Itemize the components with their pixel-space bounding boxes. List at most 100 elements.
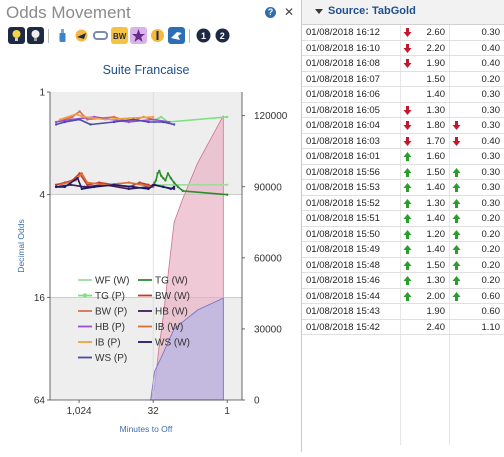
data-point <box>86 183 89 186</box>
collapse-arrow-icon[interactable] <box>315 9 323 14</box>
data-point <box>166 172 170 175</box>
table-row[interactable]: 01/08/2018 15:50 1.20 0.20 <box>302 227 504 242</box>
column-divider <box>449 25 450 445</box>
row-win-odds: 1.50 <box>426 73 446 85</box>
y-axis-label: Decimal Odds <box>16 219 26 272</box>
row-time: 01/08/2018 15:43 <box>306 306 380 317</box>
row-place-odds: 0.30 <box>481 104 501 116</box>
bottle-icon[interactable] <box>54 27 71 44</box>
data-point <box>156 172 159 175</box>
bw-icon[interactable]: BW <box>111 27 128 44</box>
data-point <box>161 120 165 124</box>
racetrack-icon[interactable] <box>92 27 109 44</box>
x-axis-label: Minutes to Off <box>120 424 173 434</box>
odds-movement-panel: Odds Movement ? ✕ BW 1 2 Suite Francaise… <box>0 0 302 452</box>
row-time: 01/08/2018 15:48 <box>306 259 380 271</box>
y-right-tick-label: 120000 <box>254 111 288 122</box>
data-point <box>158 169 161 173</box>
arrow-up-icon <box>403 245 412 254</box>
data-point <box>63 120 67 124</box>
rocket-icon[interactable] <box>73 27 90 44</box>
one-icon[interactable]: 1 <box>195 27 212 44</box>
table-row[interactable]: 01/08/2018 15:48 1.50 0.20 <box>302 258 504 273</box>
data-point <box>80 187 84 191</box>
table-row[interactable]: 01/08/2018 16:12 2.60 0.30 <box>302 25 504 41</box>
table-row[interactable]: 01/08/2018 15:49 1.40 0.20 <box>302 242 504 258</box>
star-icon[interactable] <box>130 27 147 44</box>
bulb-icon[interactable] <box>8 27 25 44</box>
data-point <box>151 115 155 119</box>
svg-text:BW: BW <box>113 32 127 41</box>
table-row[interactable]: 01/08/2018 16:06 1.40 0.30 <box>302 87 504 103</box>
table-row[interactable]: 01/08/2018 16:04 1.80 0.30 <box>302 118 504 134</box>
row-place-odds: 0.30 <box>481 120 501 131</box>
coin-icon[interactable] <box>149 27 166 44</box>
y-right-tick-label: 90000 <box>254 182 282 193</box>
table-row[interactable]: 01/08/2018 16:01 1.60 0.30 <box>302 149 504 165</box>
row-win-odds: 1.50 <box>426 259 446 271</box>
data-point <box>153 183 156 186</box>
data-point <box>104 118 107 121</box>
help-icon[interactable]: ? <box>265 7 276 18</box>
source-header[interactable]: Source: TabGold <box>302 0 504 25</box>
close-icon[interactable]: ✕ <box>284 5 295 19</box>
row-time: 01/08/2018 15:50 <box>306 228 380 240</box>
arrow-down-icon <box>403 28 412 37</box>
data-point <box>225 115 229 119</box>
column-divider <box>400 25 401 445</box>
y-right-tick-label: 0 <box>254 396 260 407</box>
bulb-dark-icon[interactable] <box>27 27 44 44</box>
data-point <box>161 176 165 180</box>
row-win-odds: 1.80 <box>426 120 446 131</box>
table-row[interactable]: 01/08/2018 16:08 1.90 0.40 <box>302 56 504 72</box>
row-win-odds: 2.60 <box>426 27 446 38</box>
data-point <box>54 120 58 124</box>
row-win-odds: 1.40 <box>426 244 446 255</box>
table-row[interactable]: 01/08/2018 16:07 1.50 0.20 <box>302 72 504 87</box>
table-row[interactable]: 01/08/2018 15:42 2.40 1.10 <box>302 320 504 335</box>
arrow-down-icon <box>403 121 412 130</box>
table-row[interactable]: 01/08/2018 16:05 1.30 0.30 <box>302 103 504 118</box>
bird-icon[interactable] <box>168 27 185 44</box>
arrow-up-icon <box>452 183 461 192</box>
table-row[interactable]: 01/08/2018 15:44 2.00 0.60 <box>302 289 504 304</box>
series-line <box>56 177 175 190</box>
table-row[interactable]: 01/08/2018 15:43 1.90 0.60 <box>302 304 504 320</box>
panel-title: Odds Movement <box>6 3 131 22</box>
two-icon[interactable]: 2 <box>214 27 231 44</box>
odds-chart[interactable]: Suite Francaise 1 4 16 64 0 30000 60000 90000 120… <box>0 48 300 452</box>
data-point <box>54 183 58 186</box>
row-place-odds: 0.40 <box>481 42 501 54</box>
row-win-odds: 2.00 <box>426 290 446 302</box>
row-time: 01/08/2018 15:44 <box>306 290 380 302</box>
svg-text:1: 1 <box>201 31 206 41</box>
svg-text:2: 2 <box>220 31 225 41</box>
data-point <box>58 118 62 121</box>
table-row[interactable]: 01/08/2018 16:10 2.20 0.40 <box>302 41 504 56</box>
table-row[interactable]: 01/08/2018 15:52 1.30 0.30 <box>302 196 504 211</box>
row-win-odds: 2.40 <box>426 321 446 333</box>
row-time: 01/08/2018 16:10 <box>306 42 380 54</box>
row-place-odds: 0.40 <box>481 135 501 147</box>
table-row[interactable]: 01/08/2018 15:56 1.50 0.30 <box>302 165 504 180</box>
data-point <box>138 181 141 184</box>
row-win-odds: 1.50 <box>426 166 446 178</box>
legend-label: TG (P) <box>95 291 125 302</box>
legend-label: WF (W) <box>95 276 129 287</box>
row-time: 01/08/2018 16:08 <box>306 58 380 69</box>
data-point <box>112 115 116 119</box>
row-time: 01/08/2018 16:03 <box>306 135 380 147</box>
table-row[interactable]: 01/08/2018 15:53 1.40 0.30 <box>302 180 504 196</box>
legend-label: HB (W) <box>155 307 188 318</box>
row-win-odds: 1.40 <box>426 213 446 224</box>
row-time: 01/08/2018 16:07 <box>306 73 380 85</box>
table-row[interactable]: 01/08/2018 15:51 1.40 0.20 <box>302 211 504 227</box>
data-point <box>127 187 131 191</box>
table-row[interactable]: 01/08/2018 15:46 1.30 0.20 <box>302 273 504 289</box>
table-row[interactable]: 01/08/2018 16:03 1.70 0.40 <box>302 134 504 149</box>
data-point <box>86 118 89 121</box>
arrow-up-icon <box>403 260 412 270</box>
arrow-down-icon <box>403 136 412 146</box>
legend-label: IB (P) <box>95 338 121 349</box>
row-place-odds: 0.30 <box>481 166 501 178</box>
